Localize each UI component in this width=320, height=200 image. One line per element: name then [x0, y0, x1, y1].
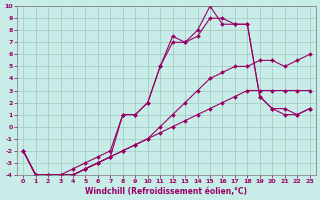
- X-axis label: Windchill (Refroidissement éolien,°C): Windchill (Refroidissement éolien,°C): [85, 187, 247, 196]
